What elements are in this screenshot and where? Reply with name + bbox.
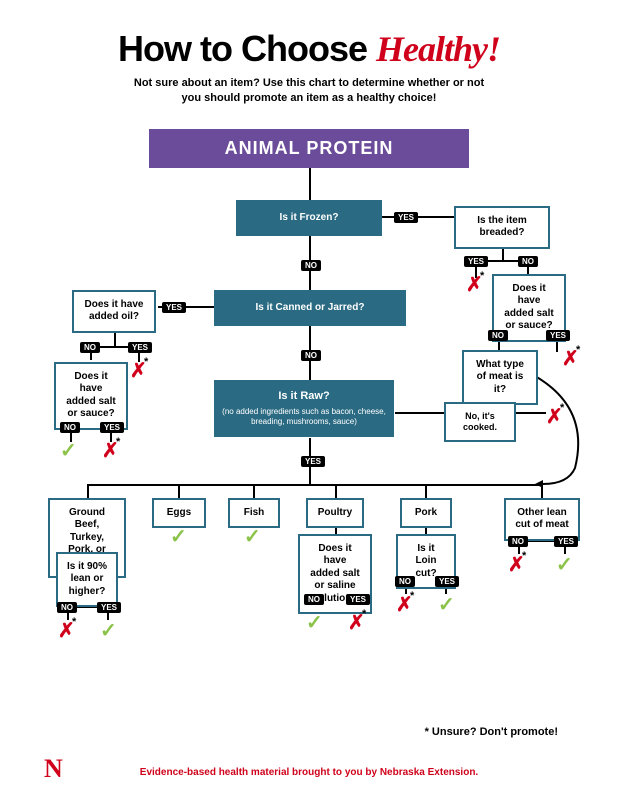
node-text: Other lean cut of meat [515, 507, 568, 531]
check-icon: ✓ [170, 524, 187, 549]
section-header-text: ANIMAL PROTEIN [225, 138, 394, 158]
label-no: NO [508, 536, 528, 547]
cross-icon: ✗* [130, 358, 147, 383]
node-canned: Is it Canned or Jarred? [214, 290, 406, 327]
cross-icon: ✗* [562, 346, 579, 371]
connector [87, 484, 543, 486]
cross-icon: ✗* [466, 272, 483, 297]
check-icon: ✓ [556, 552, 573, 577]
label-yes: YES [100, 422, 124, 433]
connector [178, 484, 180, 498]
node-text: Is the item breaded? [477, 215, 526, 239]
cross-icon: ✗* [58, 618, 75, 643]
label-yes: YES [346, 594, 370, 605]
node-breaded: Is the item breaded? [454, 206, 550, 249]
node-text: What type of meat is it? [476, 359, 524, 395]
node-lean90: Is it 90% lean or higher? [56, 552, 118, 608]
label-yes: YES [97, 602, 121, 613]
subtitle-line2: you should promote an item as a healthy … [182, 92, 437, 104]
connector [425, 484, 427, 498]
connector [541, 484, 543, 498]
label-yes: YES [301, 456, 325, 467]
check-icon: ✓ [60, 438, 77, 463]
subtitle-line1: Not sure about an item? Use this chart t… [134, 77, 484, 89]
node-text: Fish [244, 507, 265, 518]
connector [309, 168, 311, 200]
label-yes: YES [464, 256, 488, 267]
connector [335, 484, 337, 498]
title-suffix: Healthy! [376, 29, 500, 69]
node-text: Is it Loin cut? [415, 543, 436, 579]
section-header: ANIMAL PROTEIN [149, 129, 469, 168]
label-yes: YES [546, 330, 570, 341]
label-yes: YES [128, 342, 152, 353]
node-poultry: Poultry [306, 498, 364, 529]
node-text: Does it have added salt or sauce? [504, 283, 553, 332]
node-text: Eggs [167, 507, 191, 518]
node-text: Is it 90% lean or higher? [67, 561, 107, 597]
subtitle: Not sure about an item? Use this chart t… [0, 76, 618, 107]
connector [395, 412, 445, 414]
label-no: NO [304, 594, 324, 605]
label-no: NO [301, 260, 321, 271]
node-text: No, it's cooked. [463, 411, 497, 432]
check-icon: ✓ [438, 592, 455, 617]
check-icon: ✓ [306, 610, 323, 635]
cross-icon: ✗* [396, 592, 413, 617]
label-no: NO [60, 422, 80, 433]
cross-icon: ✗* [508, 552, 525, 577]
node-text: Does it have added salt or sauce? [66, 371, 115, 420]
node-text: Is it Raw? [222, 390, 386, 404]
node-text: Poultry [318, 507, 352, 518]
node-text: Is it Frozen? [280, 212, 339, 223]
flowchart: Is it Frozen? YES Is the item breaded? Y… [0, 168, 618, 723]
connector [87, 484, 89, 498]
node-oil: Does it have added oil? [72, 290, 156, 333]
node-text: Pork [415, 507, 437, 518]
label-no: NO [395, 576, 415, 587]
label-yes: YES [394, 212, 418, 223]
label-yes: YES [554, 536, 578, 547]
page: How to Choose Healthy! Not sure about an… [0, 0, 618, 800]
node-cooked: No, it's cooked. [444, 402, 516, 443]
cross-icon: ✗* [546, 404, 563, 429]
footnote: * Unsure? Don't promote! [425, 726, 558, 738]
label-no: NO [57, 602, 77, 613]
footer: Evidence-based health material brought t… [0, 767, 618, 778]
label-yes: YES [162, 302, 186, 313]
node-text: Is it Canned or Jarred? [256, 302, 365, 313]
title-prefix: How to Choose [118, 28, 367, 69]
check-icon: ✓ [244, 524, 261, 549]
label-no: NO [488, 330, 508, 341]
connector [516, 412, 546, 414]
node-meat-type: What type of meat is it? [462, 350, 538, 406]
check-icon: ✓ [100, 618, 117, 643]
label-no: NO [518, 256, 538, 267]
connector [253, 484, 255, 498]
node-raw: Is it Raw? (no added ingredients such as… [214, 380, 394, 437]
node-text: Does it have added oil? [85, 299, 144, 323]
cross-icon: ✗* [102, 438, 119, 463]
label-yes: YES [435, 576, 459, 587]
node-salt-canned: Does it have added salt or sauce? [54, 362, 128, 430]
node-frozen: Is it Frozen? [236, 200, 382, 237]
label-no: NO [301, 350, 321, 361]
cross-icon: ✗* [348, 610, 365, 635]
node-other: Other lean cut of meat [504, 498, 580, 541]
label-no: NO [80, 342, 100, 353]
node-pork: Pork [400, 498, 452, 529]
node-subtext: (no added ingredients such as bacon, che… [222, 407, 386, 427]
page-title: How to Choose Healthy! [0, 28, 618, 70]
